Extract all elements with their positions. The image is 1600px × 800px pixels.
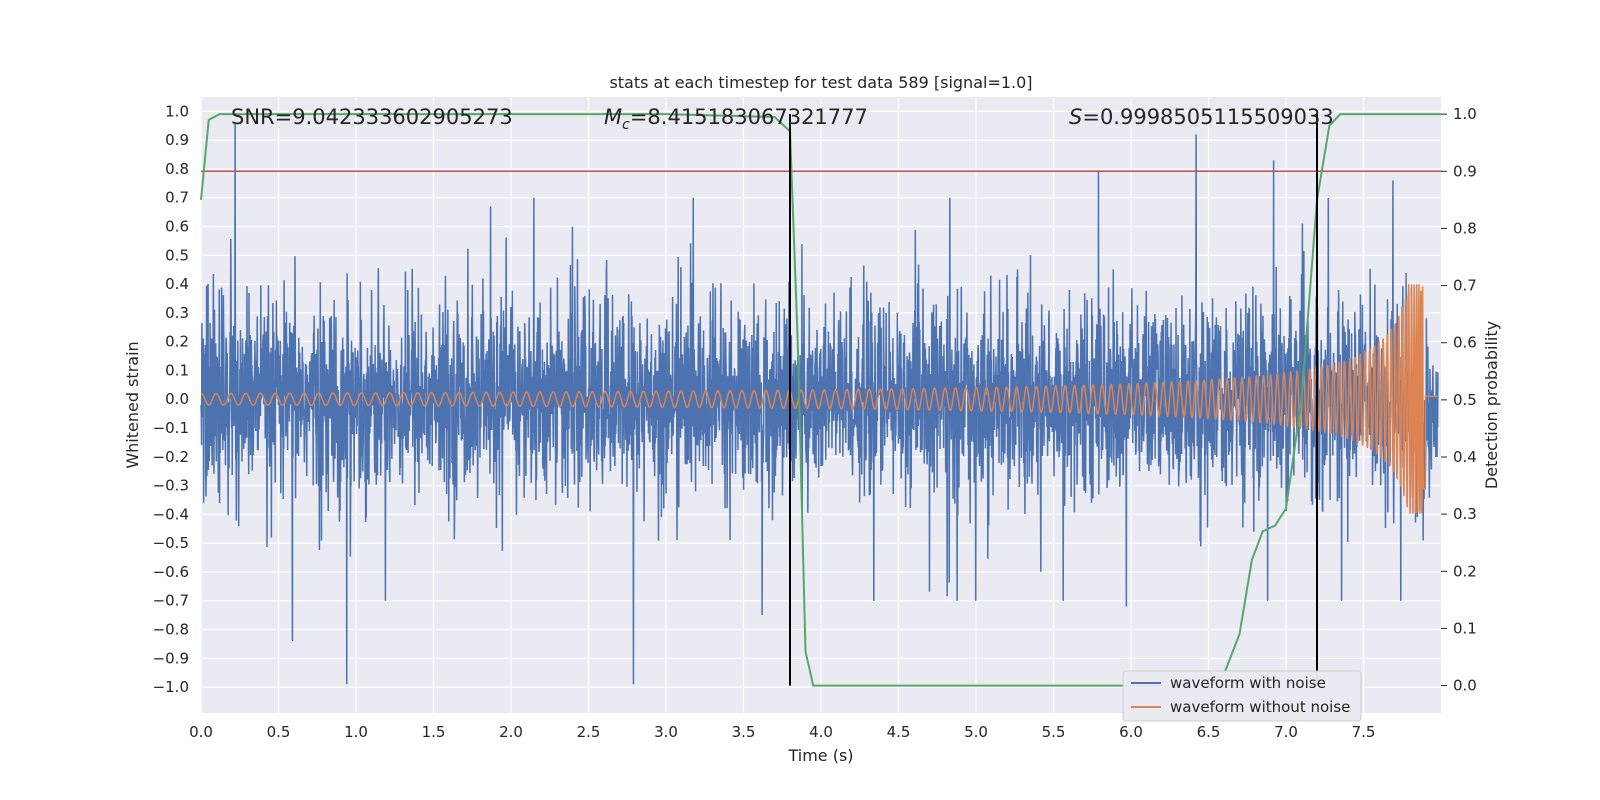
x-tick-label: 0.0 — [189, 723, 213, 741]
y-tick-label-right: 0.9 — [1453, 162, 1477, 180]
legend-label-clean: waveform without noise — [1170, 698, 1350, 716]
y-tick-label-left: −0.6 — [153, 563, 189, 581]
y-tick-label-right: 1.0 — [1453, 105, 1477, 123]
y-axis-right-label: Detection probability — [1482, 321, 1501, 489]
chart-title: stats at each timestep for test data 589… — [609, 73, 1032, 92]
score-annotation: S=0.9998505115509033 — [1069, 105, 1334, 129]
y-tick-label-right: 0.4 — [1453, 448, 1477, 466]
x-tick-label: 4.0 — [809, 723, 833, 741]
y-tick-label-left: 0.0 — [165, 390, 189, 408]
x-tick-label: 3.5 — [732, 723, 756, 741]
y-tick-label-left: 0.3 — [165, 304, 189, 322]
y-tick-label-left: 1.0 — [165, 102, 189, 120]
y-tick-label-left: −0.5 — [153, 534, 189, 552]
x-tick-label: 2.5 — [577, 723, 601, 741]
x-tick-label: 4.5 — [887, 723, 911, 741]
x-tick-label: 2.0 — [499, 723, 523, 741]
x-tick-label: 7.0 — [1274, 723, 1298, 741]
legend-box — [1122, 670, 1362, 722]
y-tick-label-left: −0.2 — [153, 448, 189, 466]
y-tick-label-left: −0.1 — [153, 419, 189, 437]
y-tick-label-left: 0.4 — [165, 275, 189, 293]
y-tick-label-right: 0.3 — [1453, 505, 1477, 523]
y-tick-label-left: −0.4 — [153, 505, 189, 523]
y-tick-label-right: 0.7 — [1453, 277, 1477, 295]
series-waveform-without-noise — [200, 284, 1438, 514]
y-axis-right-ticks: 1.0 0.9 0.8 0.7 0.6 0.5 0.4 0.3 0.2 0.1 0.0 — [1441, 105, 1477, 695]
x-tick-label: 7.5 — [1352, 723, 1376, 741]
legend-label-noise: waveform with noise — [1170, 674, 1326, 692]
y-axis-left-label: Whitened strain — [123, 341, 142, 468]
x-tick-label: 3.0 — [654, 723, 678, 741]
series-detection-probability — [200, 113, 1441, 687]
y-tick-label-left: 0.6 — [165, 218, 189, 236]
y-tick-label-right: 0.1 — [1453, 619, 1477, 637]
x-tick-label: 1.5 — [422, 723, 446, 741]
y-tick-label-left: 0.9 — [165, 131, 189, 149]
y-tick-label-left: 0.1 — [165, 361, 189, 379]
y-tick-label-right: 0.0 — [1453, 677, 1477, 695]
x-axis-label: Time (s) — [787, 746, 853, 765]
x-tick-label: 5.0 — [964, 723, 988, 741]
legend: waveform with noise waveform without noi… — [1122, 670, 1362, 722]
y-tick-label-left: 0.8 — [165, 160, 189, 178]
x-tick-label: 0.5 — [267, 723, 291, 741]
y-tick-label-left: −1.0 — [153, 678, 189, 696]
y-tick-label-left: −0.9 — [153, 649, 189, 667]
y-tick-label-left: 0.5 — [165, 246, 189, 264]
x-tick-label: 5.5 — [1042, 723, 1066, 741]
y-tick-label-right: 0.8 — [1453, 219, 1477, 237]
plot-layer — [200, 113, 1441, 687]
y-tick-label-left: −0.3 — [153, 477, 189, 495]
x-tick-label: 6.0 — [1119, 723, 1143, 741]
x-tick-label: 1.0 — [344, 723, 368, 741]
x-axis-ticks: 0.0 0.5 1.0 1.5 2.0 2.5 3.0 3.5 4.0 4.5 5.0 5.5 6.0 6… — [189, 723, 1375, 741]
y-axis-left-ticks: 1.0 0.9 0.8 0.7 0.6 0.5 0.4 0.3 0.2 0.1 0.0 −0.1 −0.… — [153, 102, 189, 696]
y-tick-label-right: 0.6 — [1453, 334, 1477, 352]
x-tick-label: 6.5 — [1197, 723, 1221, 741]
snr-annotation: SNR=9.042333602905273 — [231, 105, 513, 129]
chirp-mass-annotation: Mc=8.415183067321777 — [604, 105, 868, 133]
y-tick-label-left: −0.7 — [153, 592, 189, 610]
y-tick-label-right: 0.5 — [1453, 391, 1477, 409]
y-tick-label-right: 0.2 — [1453, 562, 1477, 580]
y-tick-label-left: 0.2 — [165, 333, 189, 351]
y-tick-label-left: −0.8 — [153, 621, 189, 639]
y-tick-label-left: 0.7 — [165, 189, 189, 207]
